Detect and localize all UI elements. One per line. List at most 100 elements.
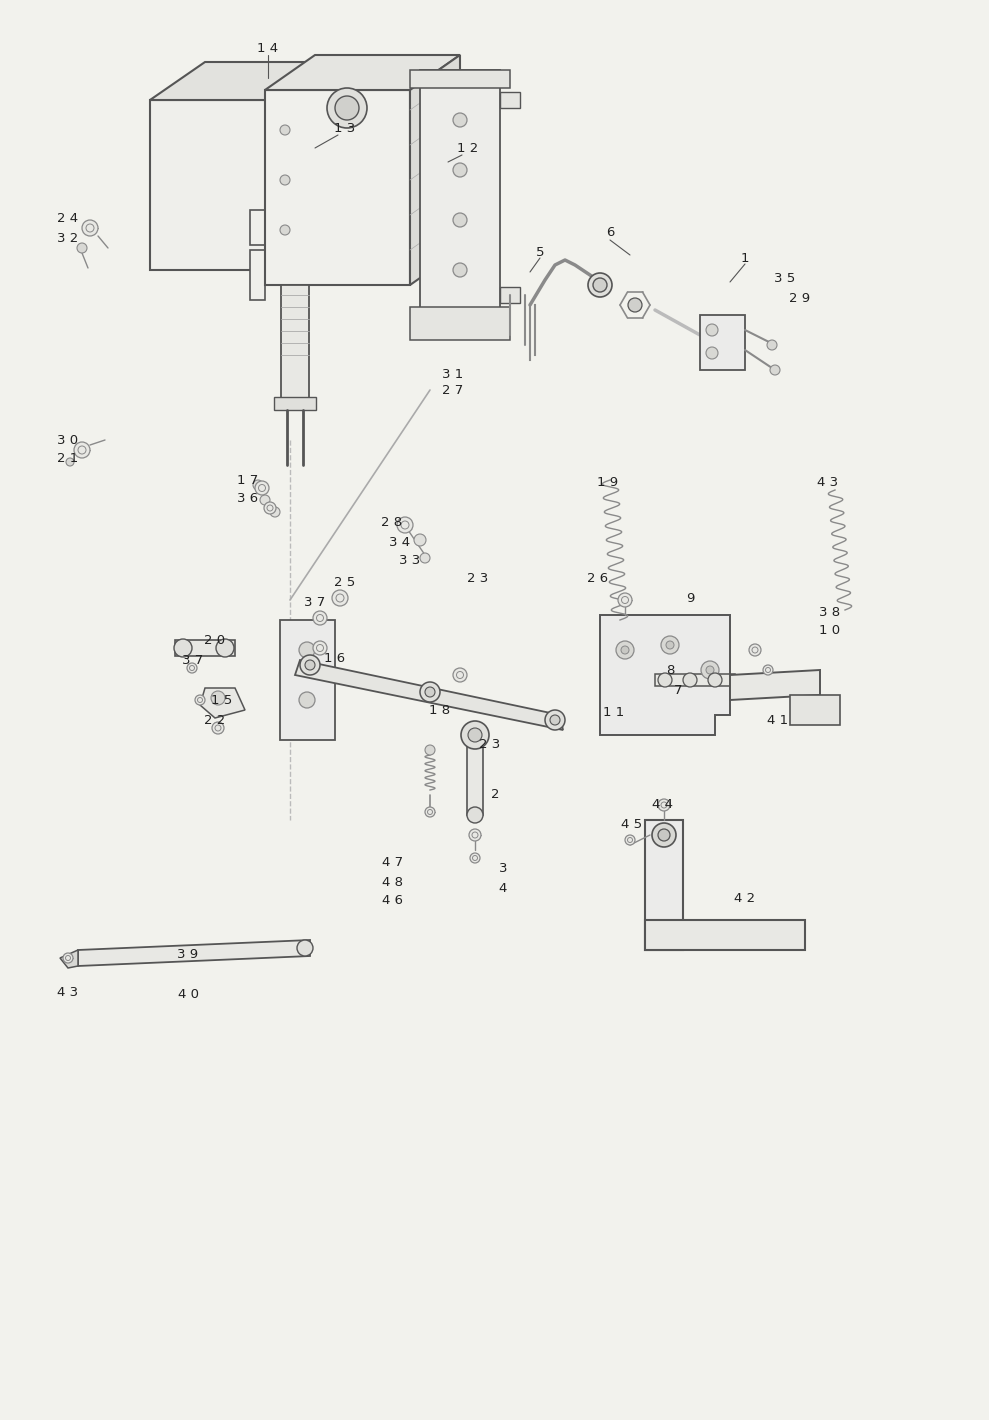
Circle shape bbox=[628, 298, 642, 312]
Text: 2 6: 2 6 bbox=[587, 571, 608, 585]
Circle shape bbox=[305, 660, 315, 670]
Polygon shape bbox=[700, 315, 745, 371]
Polygon shape bbox=[467, 736, 483, 815]
Text: 2 4: 2 4 bbox=[57, 212, 78, 224]
Text: 3 7: 3 7 bbox=[182, 653, 204, 666]
Circle shape bbox=[420, 682, 440, 701]
Polygon shape bbox=[295, 660, 563, 730]
Circle shape bbox=[253, 480, 263, 490]
Polygon shape bbox=[730, 670, 820, 700]
Circle shape bbox=[550, 716, 560, 726]
Text: 2 2: 2 2 bbox=[205, 713, 225, 727]
Circle shape bbox=[300, 655, 320, 674]
Text: 3 1: 3 1 bbox=[442, 369, 464, 382]
Polygon shape bbox=[250, 250, 280, 300]
Text: 4 7: 4 7 bbox=[383, 856, 404, 869]
Polygon shape bbox=[420, 70, 500, 325]
Polygon shape bbox=[265, 89, 410, 285]
Text: 1 7: 1 7 bbox=[237, 473, 259, 487]
Text: 3 2: 3 2 bbox=[57, 231, 78, 244]
Text: 3 6: 3 6 bbox=[237, 491, 258, 504]
Polygon shape bbox=[175, 640, 235, 656]
Text: 1 6: 1 6 bbox=[324, 652, 345, 665]
Circle shape bbox=[593, 278, 607, 293]
Circle shape bbox=[666, 640, 674, 649]
Circle shape bbox=[616, 640, 634, 659]
Text: 4 4: 4 4 bbox=[653, 798, 674, 811]
Text: 2 7: 2 7 bbox=[442, 383, 464, 396]
Circle shape bbox=[770, 365, 780, 375]
Circle shape bbox=[588, 273, 612, 297]
Text: 4: 4 bbox=[498, 882, 507, 895]
Text: 4 3: 4 3 bbox=[818, 477, 839, 490]
Circle shape bbox=[397, 517, 413, 532]
Circle shape bbox=[425, 807, 435, 816]
Circle shape bbox=[414, 534, 426, 547]
Text: 2 1: 2 1 bbox=[57, 452, 78, 464]
Text: 4 2: 4 2 bbox=[735, 892, 756, 905]
Circle shape bbox=[174, 639, 192, 657]
Circle shape bbox=[255, 481, 269, 496]
Text: 4 5: 4 5 bbox=[621, 818, 643, 832]
Polygon shape bbox=[500, 287, 520, 302]
Circle shape bbox=[82, 220, 98, 236]
Circle shape bbox=[453, 114, 467, 126]
Circle shape bbox=[453, 263, 467, 277]
Text: 2 8: 2 8 bbox=[382, 517, 403, 530]
Text: 8: 8 bbox=[666, 663, 674, 676]
Text: 3: 3 bbox=[498, 862, 507, 875]
Circle shape bbox=[425, 746, 435, 755]
Circle shape bbox=[661, 636, 679, 655]
Polygon shape bbox=[410, 70, 510, 88]
Text: 1 9: 1 9 bbox=[597, 477, 618, 490]
Text: 7: 7 bbox=[674, 683, 682, 696]
Circle shape bbox=[453, 163, 467, 178]
Circle shape bbox=[63, 953, 73, 963]
Circle shape bbox=[469, 829, 481, 841]
Text: 3 9: 3 9 bbox=[177, 949, 199, 961]
Circle shape bbox=[652, 824, 676, 846]
Polygon shape bbox=[250, 210, 280, 246]
Polygon shape bbox=[78, 940, 310, 966]
Text: 2 3: 2 3 bbox=[480, 738, 500, 751]
Text: 2 5: 2 5 bbox=[334, 577, 356, 589]
Circle shape bbox=[621, 646, 629, 655]
Circle shape bbox=[74, 442, 90, 459]
Circle shape bbox=[211, 692, 225, 704]
Circle shape bbox=[280, 224, 290, 234]
Circle shape bbox=[706, 324, 718, 337]
Polygon shape bbox=[645, 920, 805, 950]
Circle shape bbox=[468, 728, 482, 743]
Circle shape bbox=[545, 710, 565, 730]
Text: 3 3: 3 3 bbox=[400, 554, 420, 567]
Polygon shape bbox=[274, 398, 316, 410]
Circle shape bbox=[467, 807, 483, 824]
Text: 9: 9 bbox=[685, 592, 694, 605]
Text: 3 0: 3 0 bbox=[57, 433, 78, 446]
Text: 1 5: 1 5 bbox=[212, 693, 232, 707]
Polygon shape bbox=[410, 55, 460, 285]
Circle shape bbox=[187, 663, 197, 673]
Polygon shape bbox=[790, 694, 840, 726]
Polygon shape bbox=[410, 307, 510, 339]
Text: 1 8: 1 8 bbox=[429, 703, 451, 717]
Text: 3 7: 3 7 bbox=[305, 595, 325, 609]
Circle shape bbox=[297, 940, 313, 956]
Text: 1 0: 1 0 bbox=[820, 623, 841, 636]
Text: 4 0: 4 0 bbox=[177, 988, 199, 1001]
Circle shape bbox=[212, 721, 224, 734]
Circle shape bbox=[708, 673, 722, 687]
Circle shape bbox=[335, 97, 359, 121]
Text: 3 4: 3 4 bbox=[390, 537, 410, 550]
Circle shape bbox=[420, 552, 430, 562]
Circle shape bbox=[66, 459, 74, 466]
Circle shape bbox=[453, 667, 467, 682]
Text: 5: 5 bbox=[536, 246, 544, 258]
Text: 1: 1 bbox=[741, 251, 750, 264]
Circle shape bbox=[625, 835, 635, 845]
Circle shape bbox=[470, 853, 480, 863]
Circle shape bbox=[77, 243, 87, 253]
Text: 2 3: 2 3 bbox=[468, 571, 489, 585]
Polygon shape bbox=[655, 674, 735, 686]
Circle shape bbox=[425, 687, 435, 697]
